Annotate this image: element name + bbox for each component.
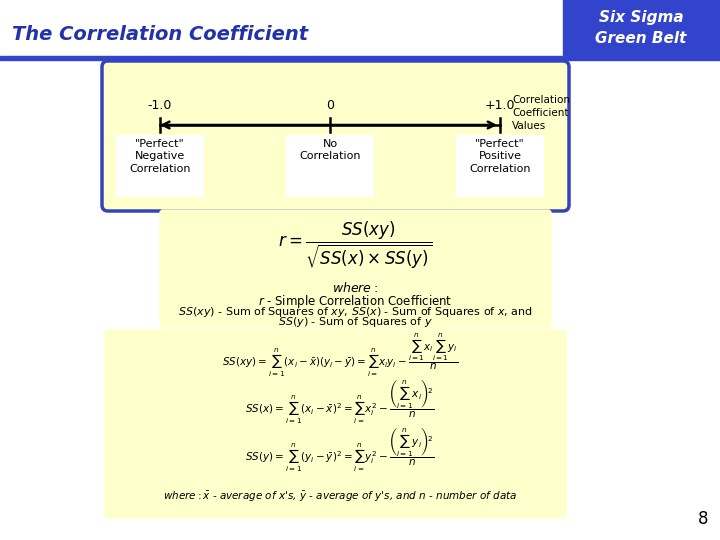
- Bar: [0, 56, 720, 60]
- Text: Correlation
Coefficient
Values: Correlation Coefficient Values: [512, 95, 570, 131]
- FancyBboxPatch shape: [102, 61, 569, 211]
- Text: "Perfect"
Negative
Correlation: "Perfect" Negative Correlation: [130, 139, 191, 174]
- Text: "Perfect"
Positive
Correlation: "Perfect" Positive Correlation: [469, 139, 531, 174]
- Text: 8: 8: [698, 510, 708, 528]
- Text: -1.0: -1.0: [148, 99, 172, 112]
- Text: $\mathit{where}: \bar{x}$ - average of $x$'s, $\bar{y}$ - average of $y$'s, and : $\mathit{where}: \bar{x}$ - average of $…: [163, 490, 517, 504]
- Text: $r = \dfrac{SS(xy)}{\sqrt{SS(x) \times SS(y)}}$: $r = \dfrac{SS(xy)}{\sqrt{SS(x) \times S…: [278, 219, 432, 271]
- Text: $SS(y) = \sum_{i=1}^{n}(y_i - \bar{y})^2 = \sum_{i=}^{n}y_i^2 - \dfrac{\left(\su: $SS(y) = \sum_{i=1}^{n}(y_i - \bar{y})^2…: [245, 426, 435, 474]
- FancyBboxPatch shape: [286, 135, 374, 197]
- Text: No
Correlation: No Correlation: [300, 139, 361, 161]
- Text: Six Sigma
Green Belt: Six Sigma Green Belt: [595, 10, 687, 46]
- FancyBboxPatch shape: [116, 135, 204, 197]
- Text: $SS(xy)$ - Sum of Squares of $xy$, $SS(x)$ - Sum of Squares of $x$, and: $SS(xy)$ - Sum of Squares of $xy$, $SS(x…: [178, 305, 533, 319]
- Text: $SS(y)$ - Sum of Squares of $y$: $SS(y)$ - Sum of Squares of $y$: [277, 315, 433, 329]
- FancyBboxPatch shape: [105, 330, 566, 518]
- Text: $SS(xy) = \sum_{i=1}^{n}(x_i - \bar{x})(y_i - \bar{y}) = \sum_{i=}^{n}x_i y_i - : $SS(xy) = \sum_{i=1}^{n}(x_i - \bar{x})(…: [222, 332, 458, 379]
- FancyBboxPatch shape: [160, 210, 551, 328]
- Text: +1.0: +1.0: [485, 99, 516, 112]
- Bar: [563, 0, 720, 55]
- FancyBboxPatch shape: [456, 135, 544, 197]
- Text: 0: 0: [326, 99, 334, 112]
- Text: $r$ - Simple Correlation Coefficient: $r$ - Simple Correlation Coefficient: [258, 293, 452, 309]
- Text: The Correlation Coefficient: The Correlation Coefficient: [12, 25, 308, 44]
- Text: $\mathit{where}:$: $\mathit{where}:$: [332, 281, 378, 295]
- Text: $SS(x) = \sum_{i=1}^{n}(x_i - \bar{x})^2 = \sum_{i=}^{n}x_i^2 - \dfrac{\left(\su: $SS(x) = \sum_{i=1}^{n}(x_i - \bar{x})^2…: [245, 378, 435, 426]
